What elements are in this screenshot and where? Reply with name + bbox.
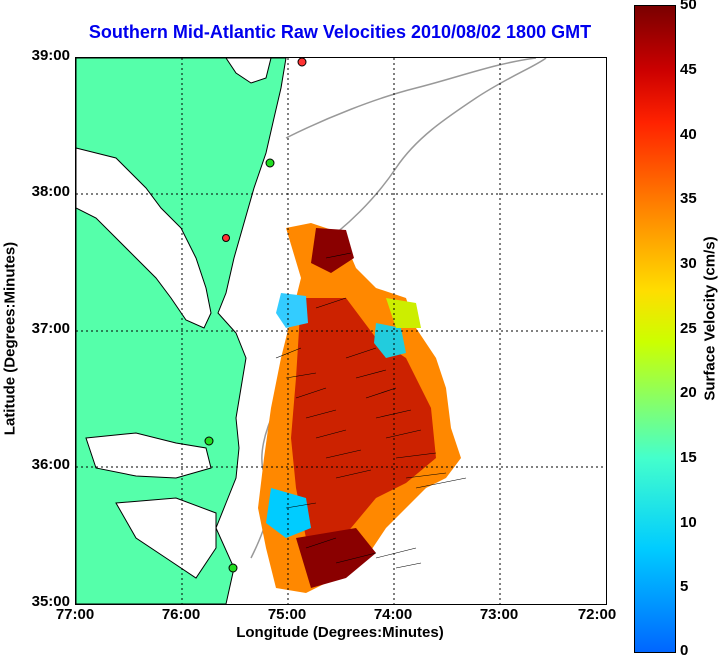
x-tick-label: 75:00 xyxy=(267,606,307,623)
y-tick-label: 37:00 xyxy=(31,320,70,337)
delaware-bay xyxy=(225,58,272,84)
y-tick-label: 39:00 xyxy=(31,47,70,64)
depth-contour xyxy=(285,58,537,139)
x-tick-label: 73:00 xyxy=(479,606,519,623)
colorbar-tick-label: 35 xyxy=(680,190,697,207)
x-tick-label: 77:00 xyxy=(55,606,95,623)
chart-title: Southern Mid-Atlantic Raw Velocities 201… xyxy=(88,22,592,42)
colorbar-tick-label: 20 xyxy=(680,384,697,401)
velocity-vectors xyxy=(275,252,467,569)
station-marker xyxy=(204,436,214,446)
velocity-core-darkest xyxy=(311,228,354,273)
colorbar-label: Surface Velocity (cm/s) xyxy=(701,236,719,401)
velocity-core-darkest xyxy=(296,528,376,588)
colorbar-tick-label: 25 xyxy=(680,320,697,337)
y-tick-label: 38:00 xyxy=(31,183,70,200)
station-marker xyxy=(228,563,238,573)
x-tick-label: 76:00 xyxy=(161,606,201,623)
map-plot-area xyxy=(75,57,607,605)
y-axis-label: Latitude (Degrees:Minutes) xyxy=(1,241,19,436)
grid-lines xyxy=(76,58,606,604)
station-marker xyxy=(265,158,275,168)
velocity-core-dark xyxy=(291,298,436,558)
station-marker xyxy=(297,58,307,67)
y-tick-label: 36:00 xyxy=(31,456,70,473)
colorbar-tick-label: 10 xyxy=(680,514,697,531)
colorbar xyxy=(634,5,676,653)
x-axis-label: Longitude (Degrees:Minutes) xyxy=(236,624,444,641)
station-marker xyxy=(222,234,230,242)
colorbar-tick-label: 15 xyxy=(680,449,697,466)
slow-flow-patch xyxy=(374,323,406,358)
colorbar-tick-label: 45 xyxy=(680,61,697,78)
depth-contour xyxy=(315,58,547,249)
colorbar-tick-label: 5 xyxy=(680,578,689,595)
pamlico-sound xyxy=(115,497,217,579)
moderate-flow-patch xyxy=(386,298,421,328)
colorbar-tick-label: 0 xyxy=(680,642,689,659)
x-tick-label: 74:00 xyxy=(373,606,413,623)
x-tick-label: 72:00 xyxy=(577,606,617,623)
colorbar-tick-label: 30 xyxy=(680,255,697,272)
colorbar-tick-label: 50 xyxy=(680,0,697,13)
map-svg xyxy=(76,58,606,604)
chesapeake-bay xyxy=(76,147,212,329)
y-tick-label: 35:00 xyxy=(31,593,70,610)
slow-flow-patch xyxy=(276,293,308,328)
colorbar-tick-label: 40 xyxy=(680,126,697,143)
